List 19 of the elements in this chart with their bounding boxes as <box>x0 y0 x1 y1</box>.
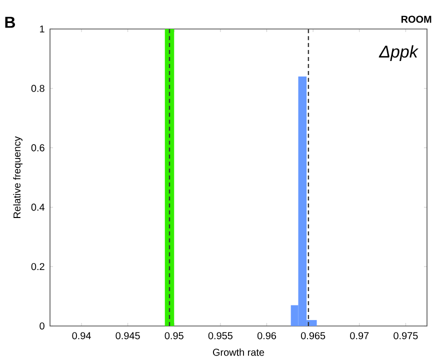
y-axis-title: Relative frequency <box>13 136 22 218</box>
x-tick-label: 0.94 <box>72 332 91 340</box>
x-tick-label: 0.97 <box>350 332 369 340</box>
x-tick-label: 0.975 <box>394 332 418 340</box>
y-tick-label: 1 <box>40 26 44 32</box>
y-tick-label: 0.8 <box>31 84 44 92</box>
y-tick-label: 0 <box>40 322 44 330</box>
y-tick-label: 0.4 <box>31 204 45 211</box>
x-tick-label: 0.965 <box>301 332 326 340</box>
x-tick-label: 0.95 <box>164 332 184 340</box>
y-tick-label: 0.6 <box>31 144 44 152</box>
x-tick-label: 0.96 <box>257 332 276 340</box>
text: B <box>5 16 15 28</box>
x-tick-label: 0.955 <box>208 332 232 340</box>
annotation: Δppk <box>378 45 419 61</box>
text: ROOM <box>401 16 432 23</box>
y-tick-label: 0.2 <box>31 263 44 270</box>
x-tick-label: 0.945 <box>116 332 140 340</box>
x-axis-title: Growth rate <box>212 348 264 356</box>
